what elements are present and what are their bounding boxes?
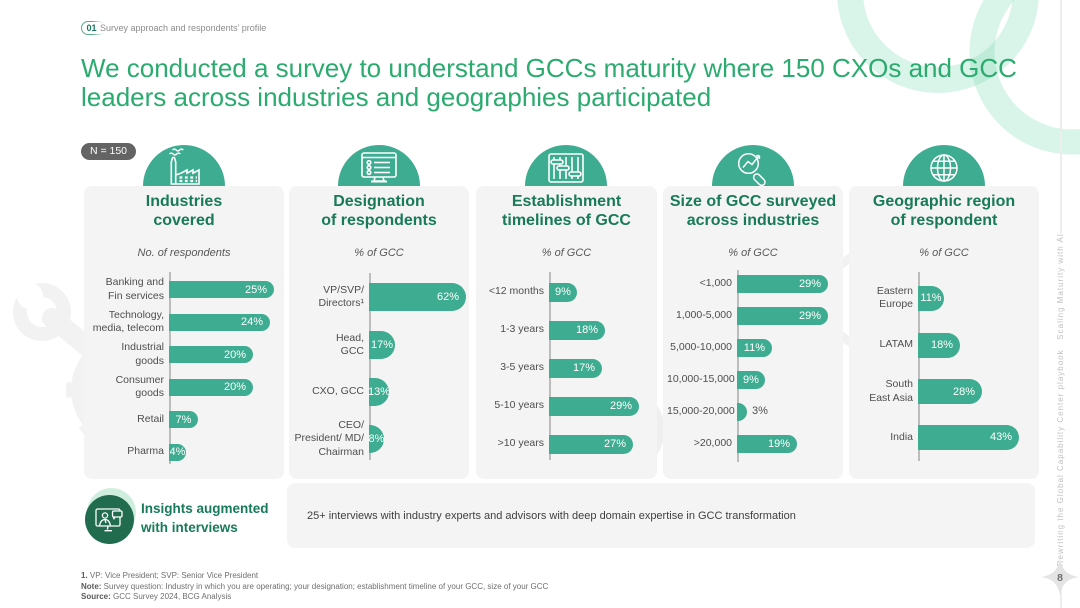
svg-text:8: 8 bbox=[1057, 572, 1063, 584]
